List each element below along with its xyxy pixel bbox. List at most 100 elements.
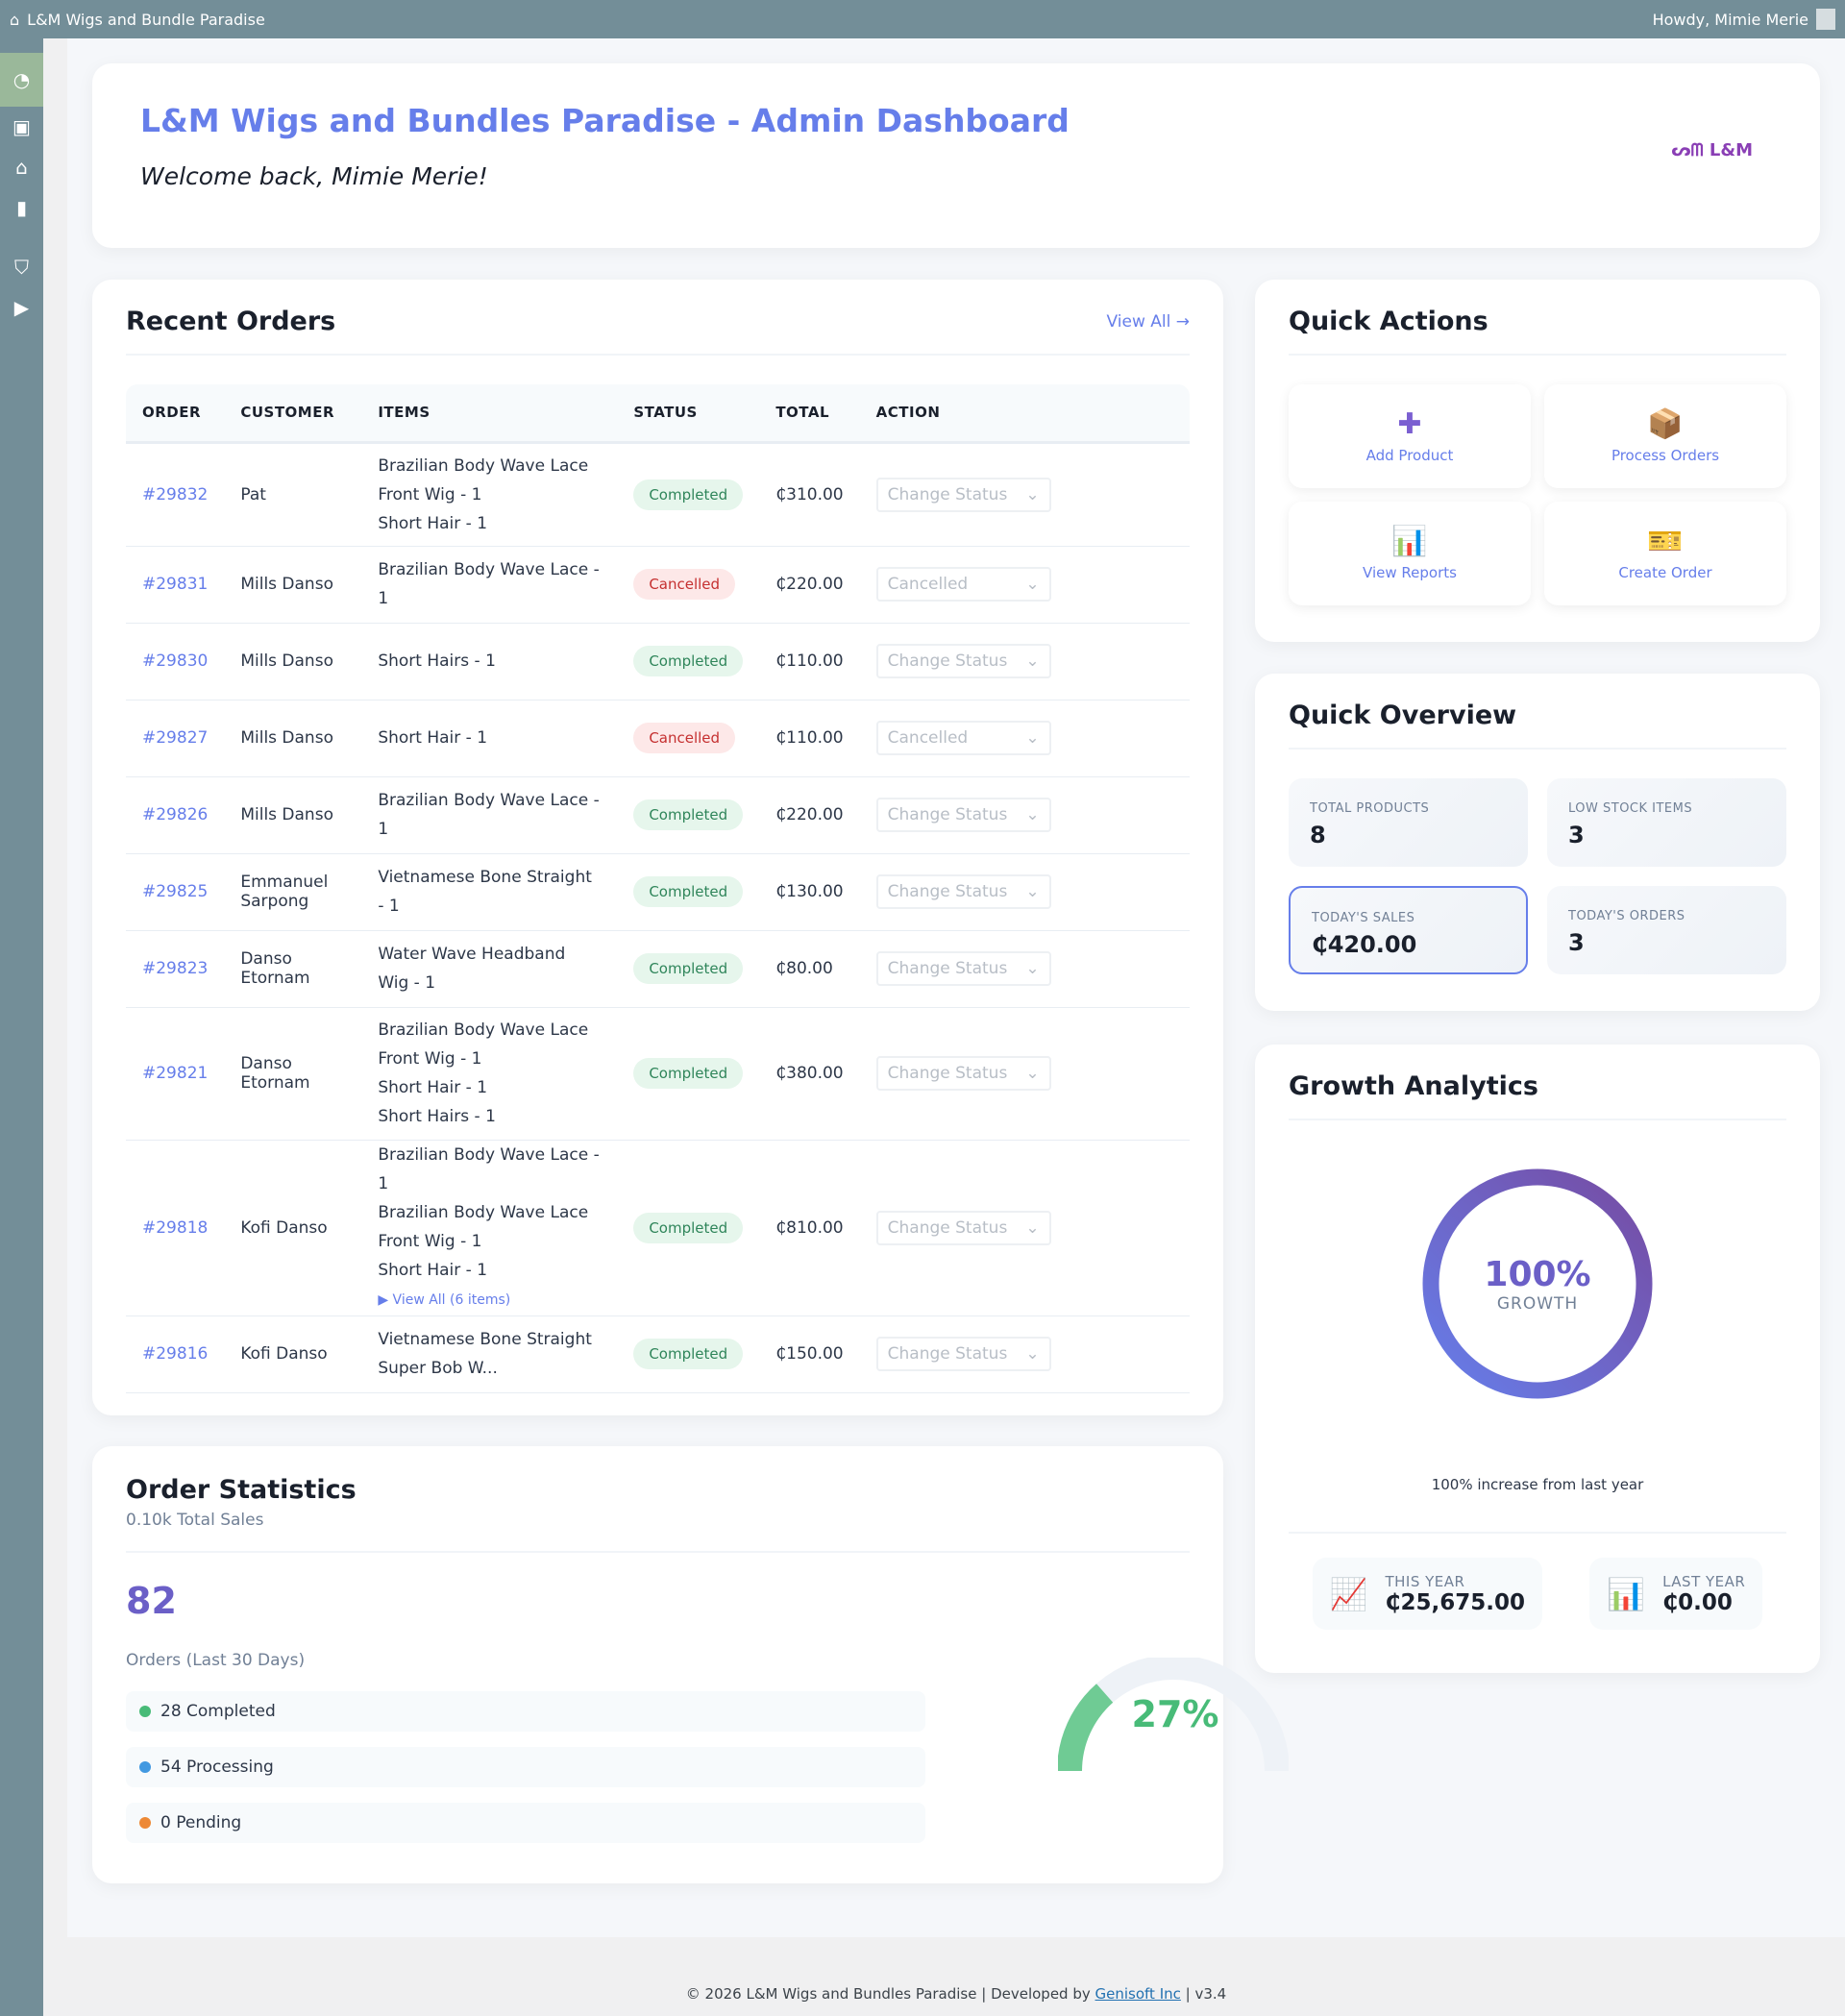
- order-link[interactable]: #29830: [142, 652, 209, 671]
- store-icon[interactable]: ⌂: [15, 156, 28, 179]
- order-item: Short Hairs - 1: [378, 1107, 496, 1126]
- status-badge: Completed: [633, 1058, 744, 1089]
- order-link[interactable]: #29823: [142, 959, 209, 978]
- select-value: Cancelled: [887, 728, 969, 748]
- change-status-select[interactable]: Change Status ⌄: [875, 477, 1051, 512]
- status-count: 54 Processing: [160, 1758, 274, 1777]
- footer: © 2026 L&M Wigs and Bundles Paradise | D…: [67, 1937, 1845, 2016]
- growth-percent: 100%: [1484, 1254, 1591, 1294]
- view-all-items-link[interactable]: ▶ View All (6 items): [378, 1291, 511, 1308]
- chevron-down-icon: ⌄: [1025, 575, 1040, 594]
- select-value: Change Status: [887, 652, 1008, 671]
- quick-action-create-order[interactable]: 🎫 Create Order: [1544, 502, 1786, 605]
- stats-icon[interactable]: ▮: [15, 196, 27, 219]
- status-badge: Cancelled: [633, 569, 736, 600]
- shield-icon[interactable]: ⛉: [14, 256, 29, 279]
- order-link[interactable]: #29816: [142, 1344, 209, 1364]
- order-item: Short Hairs - 1: [378, 652, 496, 671]
- user-greeting[interactable]: Howdy, Mimie Merie: [1652, 10, 1808, 29]
- order-items: Vietnamese Bone Straight - 1: [361, 853, 618, 931]
- order-link[interactable]: #29826: [142, 805, 209, 824]
- site-name-link[interactable]: L&M Wigs and Bundle Paradise: [27, 10, 265, 29]
- quick-action-label: Process Orders: [1611, 447, 1720, 464]
- status-dot: [139, 1817, 151, 1829]
- quick-action-add-product[interactable]: ✚ Add Product: [1289, 384, 1531, 488]
- quick-action-label: View Reports: [1363, 564, 1457, 581]
- view-all-link[interactable]: View All →: [1106, 311, 1190, 332]
- stat-value: 3: [1568, 929, 1585, 956]
- table-row: #29827 Mills Danso Short Hair - 1 Cancel…: [126, 700, 1190, 777]
- quick-action-label: Create Order: [1618, 564, 1712, 581]
- admin-sidebar: ◔ ▣ ⌂ ▮ ⛉ ▶: [0, 38, 43, 2016]
- change-status-select[interactable]: Change Status ⌄: [875, 644, 1051, 678]
- dashboard-icon[interactable]: ◔: [0, 53, 43, 107]
- order-items: Brazilian Body Wave Lace - 1 Brazilian Bo…: [361, 1140, 618, 1316]
- change-status-select[interactable]: Change Status ⌄: [875, 1056, 1051, 1091]
- select-value: Change Status: [887, 1344, 1008, 1364]
- table-row: #29818 Kofi Danso Brazilian Body Wave La…: [126, 1140, 1190, 1316]
- bag-icon[interactable]: ▣: [12, 115, 31, 138]
- header-card: L&M Wigs and Bundles Paradise - Admin Da…: [92, 63, 1820, 248]
- trend-chart-icon: 📈: [1329, 1575, 1368, 1612]
- growth-title: Growth Analytics: [1289, 1071, 1538, 1101]
- order-link[interactable]: #29831: [142, 575, 209, 594]
- chevron-down-icon: ⌄: [1025, 1064, 1040, 1083]
- quick-overview-card: Quick Overview TOTAL PRODUCTS 8 LOW STOCK …: [1255, 674, 1820, 1011]
- table-row: #29821 Danso Etornam Brazilian Body Wave…: [126, 1007, 1190, 1141]
- recent-orders-card: Recent Orders View All → ORDER CUSTOMER IT…: [92, 280, 1223, 1415]
- order-item: Brazilian Body Wave Lace - 1: [378, 791, 600, 839]
- this-year-label: THIS YEAR: [1385, 1572, 1465, 1590]
- chevron-down-icon: ⌄: [1025, 652, 1040, 671]
- quick-action-view-reports[interactable]: 📊 View Reports: [1289, 502, 1531, 605]
- customer-name: Kofi Danso: [224, 1140, 362, 1316]
- order-item: Vietnamese Bone Straight Super Bob W...: [378, 1330, 592, 1378]
- orders-table: ORDER CUSTOMER ITEMS STATUS TOTAL ACTION #298…: [126, 384, 1190, 1393]
- order-link[interactable]: #29821: [142, 1064, 209, 1083]
- quick-action-process-orders[interactable]: 📦 Process Orders: [1544, 384, 1786, 488]
- table-row: #29816 Kofi Danso Vietnamese Bone Straig…: [126, 1315, 1190, 1393]
- order-total: ₵220.00: [759, 546, 860, 624]
- status-badge: Completed: [633, 479, 744, 510]
- change-status-select[interactable]: Change Status ⌄: [875, 1210, 1051, 1245]
- growth-note: 100% increase from last year: [1289, 1476, 1786, 1534]
- status-badge: Completed: [633, 1212, 744, 1243]
- stat-label: LOW STOCK ITEMS: [1568, 801, 1693, 816]
- package-icon: 📦: [1647, 407, 1684, 441]
- play-icon[interactable]: ▶: [13, 296, 30, 319]
- change-status-select[interactable]: Cancelled ⌄: [875, 567, 1051, 602]
- quick-actions-title: Quick Actions: [1289, 307, 1488, 336]
- order-link[interactable]: #29832: [142, 484, 209, 504]
- home-icon[interactable]: ⌂: [10, 10, 20, 29]
- order-total: ₵110.00: [759, 700, 860, 777]
- column-header: TOTAL: [759, 384, 860, 444]
- order-item: Brazilian Body Wave Lace - 1: [378, 1144, 600, 1193]
- chevron-down-icon: ⌄: [1025, 728, 1040, 748]
- last-year-label: LAST YEAR: [1662, 1572, 1746, 1590]
- select-value: Change Status: [887, 484, 1008, 504]
- order-items: Brazilian Body Wave Lace - 1: [361, 546, 618, 624]
- bar-chart-icon: 📊: [1391, 525, 1428, 558]
- status-dot: [139, 1761, 151, 1773]
- content-gutter: [43, 38, 67, 2016]
- order-item: Short Hair - 1: [378, 1078, 488, 1097]
- change-status-select[interactable]: Cancelled ⌄: [875, 721, 1051, 755]
- status-count: 0 Pending: [160, 1813, 242, 1832]
- order-items: Vietnamese Bone Straight Super Bob W...: [361, 1315, 618, 1393]
- select-value: Cancelled: [887, 575, 969, 594]
- admin-bar: ⌂ L&M Wigs and Bundle Paradise Howdy, Mim…: [0, 0, 1845, 38]
- order-link[interactable]: #29827: [142, 728, 209, 748]
- change-status-select[interactable]: Change Status ⌄: [875, 951, 1051, 986]
- footer-text: © 2026 L&M Wigs and Bundles Paradise | D…: [685, 1985, 1095, 2003]
- change-status-select[interactable]: Change Status ⌄: [875, 874, 1051, 909]
- stat-label: TOTAL PRODUCTS: [1310, 801, 1430, 816]
- order-link[interactable]: #29825: [142, 882, 209, 901]
- overview-stat: TODAY'S ORDERS 3: [1547, 886, 1786, 974]
- order-total: ₵110.00: [759, 623, 860, 701]
- change-status-select[interactable]: Change Status ⌄: [875, 1337, 1051, 1371]
- change-status-select[interactable]: Change Status ⌄: [875, 798, 1051, 832]
- developer-link[interactable]: Genisoft Inc: [1095, 1985, 1181, 2003]
- avatar[interactable]: [1816, 9, 1835, 30]
- stat-value: 8: [1310, 822, 1326, 848]
- order-link[interactable]: #29818: [142, 1217, 209, 1238]
- customer-name: Danso Etornam: [224, 930, 362, 1008]
